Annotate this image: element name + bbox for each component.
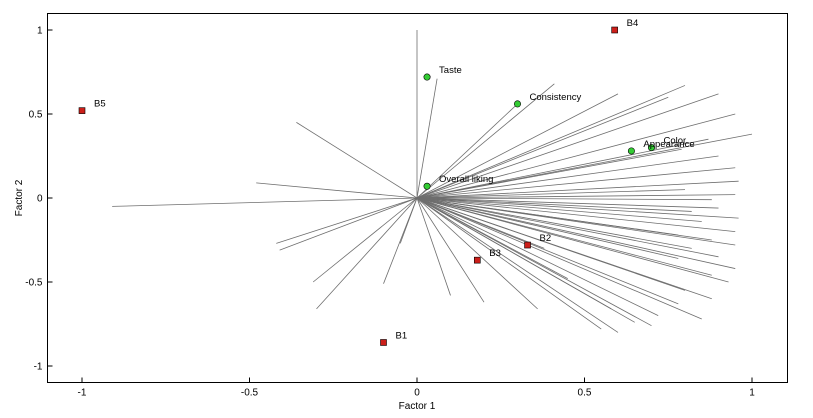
point-label: B3 — [489, 248, 501, 259]
product-point-b4 — [611, 26, 618, 34]
loading-vector — [416, 197, 739, 219]
point-label: Overall liking — [439, 174, 493, 185]
loading-vector — [416, 197, 702, 320]
loading-vector — [416, 197, 736, 246]
loading-vector — [416, 93, 619, 199]
loading-vector — [416, 197, 612, 310]
loading-vector — [416, 155, 719, 199]
loading-vector — [416, 197, 712, 300]
loading-vector — [416, 197, 719, 209]
loading-vector — [416, 180, 739, 199]
loading-vector — [416, 197, 702, 222]
y-tick-label: 0 — [37, 194, 43, 205]
loading-vector — [416, 197, 545, 249]
loading-vector — [312, 197, 418, 283]
loading-vector — [416, 113, 736, 199]
loading-vector — [416, 83, 555, 199]
loading-vector — [416, 197, 451, 296]
loading-vector — [416, 197, 712, 201]
x-tick-label: -1 — [78, 388, 87, 399]
loading-vector — [416, 138, 709, 199]
loading-vector — [416, 197, 659, 316]
loading-vector — [416, 197, 538, 310]
x-tick-label: 0 — [414, 388, 420, 399]
loading-vector — [416, 197, 485, 303]
y-tick-label: -0.5 — [25, 278, 43, 289]
point-label: B4 — [627, 18, 639, 29]
x-tick-label: 1 — [749, 388, 755, 399]
loading-vector — [416, 194, 736, 199]
attribute-point-color — [647, 144, 655, 152]
attribute-point-overall-liking — [423, 182, 431, 190]
attribute-point-taste — [423, 73, 431, 81]
loading-vector — [416, 197, 602, 330]
point-label: B5 — [94, 99, 106, 110]
loading-vector — [416, 197, 692, 212]
loading-vector — [416, 197, 619, 333]
product-point-b3 — [473, 256, 481, 264]
loading-vector — [279, 197, 418, 251]
y-tick-label: -1 — [34, 362, 43, 373]
axis-ticks: -1 -0.5 0 0.5 1 -1 -0.5 0 0.5 1 — [25, 26, 755, 399]
product-point-b5 — [78, 107, 86, 114]
loading-vector — [416, 197, 719, 258]
loading-vector — [416, 148, 682, 199]
x-tick-label: -0.5 — [241, 388, 259, 399]
point-label: Consistency — [530, 92, 582, 103]
data-points: B1 B2 B3 B4 B5 Taste Consistency ColorAppearanc… — [78, 18, 695, 346]
x-axis-title: Factor 1 — [399, 401, 436, 412]
loading-vector — [416, 96, 669, 199]
loading-vector — [416, 78, 438, 199]
loading-vector — [416, 197, 729, 283]
loading-vector — [276, 197, 418, 244]
loading-vector — [416, 197, 568, 279]
loading-vector — [416, 189, 686, 199]
product-point-b2 — [524, 241, 531, 249]
x-tick-label: 0.5 — [578, 388, 592, 399]
loading-vector — [316, 197, 418, 310]
point-label: B1 — [396, 330, 408, 341]
loading-vector — [416, 197, 692, 249]
attribute-point-appearance — [627, 147, 635, 155]
point-label: Taste — [439, 65, 462, 76]
loading-vector — [416, 103, 518, 199]
point-label: Color — [664, 136, 687, 147]
loading-vectors — [112, 30, 753, 333]
attribute-point-consistency — [513, 100, 521, 108]
loading-vector — [296, 122, 418, 199]
loading-vector — [112, 197, 418, 207]
loading-vector — [416, 85, 686, 199]
loading-vector — [416, 93, 719, 199]
point-label: Appearance — [643, 139, 694, 150]
loading-vector — [416, 167, 736, 199]
loading-vector — [416, 197, 679, 259]
y-tick-label: 0.5 — [29, 110, 43, 121]
product-point-b1 — [380, 339, 387, 346]
loading-vector — [416, 197, 736, 269]
loading-vector — [416, 197, 736, 232]
y-axis-title: Factor 2 — [14, 179, 25, 216]
y-tick-label: 1 — [37, 26, 43, 37]
loading-vector — [399, 197, 418, 244]
point-label: B2 — [540, 233, 552, 244]
loading-vector — [256, 182, 418, 199]
